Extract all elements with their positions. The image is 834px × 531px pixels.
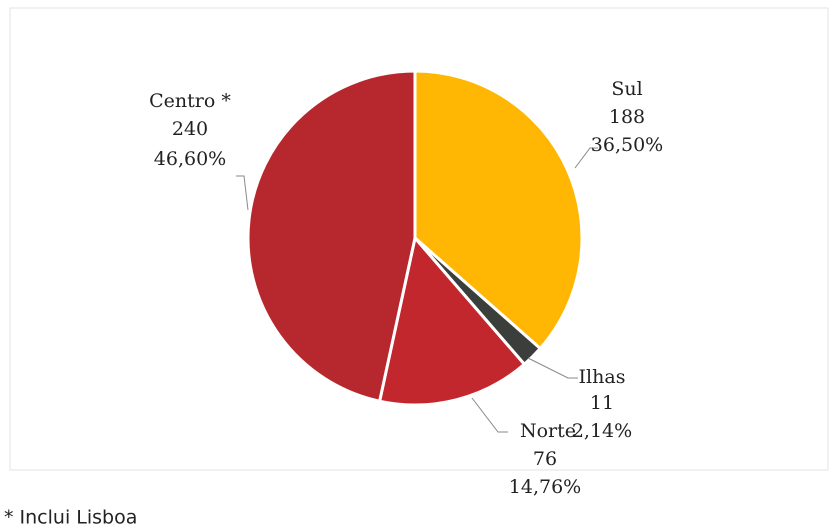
slice-label: Centro * xyxy=(149,90,231,112)
leader-line xyxy=(471,397,508,433)
percent-label: 36,50% xyxy=(591,134,663,156)
percent-label: 2,14% xyxy=(572,420,632,442)
value-label: 240 xyxy=(172,118,208,140)
pie xyxy=(246,69,584,407)
leader-line xyxy=(236,175,249,211)
slice-label: Norte xyxy=(520,420,576,442)
footnote: * Inclui Lisboa xyxy=(4,507,137,529)
percent-label: 46,60% xyxy=(154,148,226,170)
slice-label: Ilhas xyxy=(579,366,626,388)
chart-border xyxy=(9,7,829,471)
value-label: 11 xyxy=(590,392,614,414)
value-label: 188 xyxy=(609,106,645,128)
value-label: 76 xyxy=(533,448,557,470)
slice-label: Sul xyxy=(611,78,642,100)
pie-slice xyxy=(413,69,584,351)
leader-line xyxy=(574,147,598,169)
percent-label: 14,76% xyxy=(509,476,581,498)
pie-slice xyxy=(377,234,527,407)
pie-slice xyxy=(246,69,417,403)
leader-line xyxy=(527,357,578,379)
